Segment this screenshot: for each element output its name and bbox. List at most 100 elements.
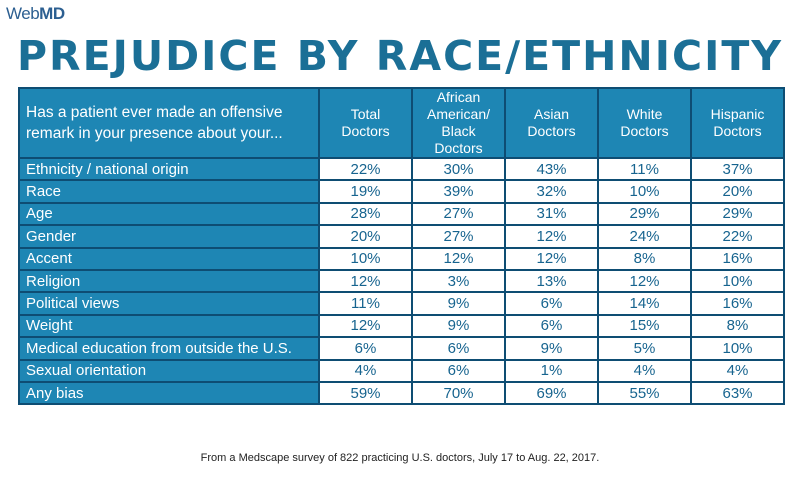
value-cell: 1%	[504, 358, 599, 383]
value-cell: 55%	[597, 380, 692, 406]
row-label: Sexual orientation	[18, 358, 320, 383]
row-label: Race	[18, 179, 320, 204]
webmd-logo: WebMD	[6, 4, 65, 24]
table-row: Religion 12% 3% 13% 12% 10%	[18, 268, 785, 294]
value-cell: 11%	[597, 156, 692, 182]
value-cell: 12%	[597, 268, 692, 294]
table-row: Age 28% 27% 31% 29% 29%	[18, 201, 785, 227]
table-row: Political views 11% 9% 6% 14% 16%	[18, 291, 785, 316]
footnote: From a Medscape survey of 822 practicing…	[200, 452, 600, 464]
column-header-line: Doctors	[713, 123, 762, 139]
row-label: Age	[18, 201, 320, 227]
column-header-line: Doctors	[434, 140, 483, 156]
value-cell: 6%	[504, 291, 599, 316]
value-cell: 8%	[690, 313, 785, 339]
value-cell: 16%	[690, 246, 785, 271]
value-cell: 22%	[318, 156, 413, 182]
table-row: Weight 12% 9% 6% 15% 8%	[18, 313, 785, 339]
column-header-line: African American/	[426, 89, 491, 122]
value-cell: 6%	[504, 313, 599, 339]
row-label: Any bias	[18, 380, 320, 406]
value-cell: 10%	[690, 268, 785, 294]
column-header-line: Hispanic	[710, 106, 765, 122]
row-label: Political views	[18, 291, 320, 316]
value-cell: 6%	[411, 336, 506, 361]
value-cell: 4%	[318, 358, 413, 383]
value-cell: 5%	[597, 336, 692, 361]
value-cell: 30%	[411, 156, 506, 182]
column-header-african-american: African American/ Black Doctors	[411, 87, 506, 159]
value-cell: 24%	[597, 224, 692, 249]
value-cell: 19%	[318, 179, 413, 204]
row-label: Accent	[18, 246, 320, 271]
value-cell: 10%	[318, 246, 413, 271]
value-cell: 31%	[504, 201, 599, 227]
column-header-hispanic: Hispanic Doctors	[690, 87, 785, 159]
value-cell: 43%	[504, 156, 599, 182]
page-title: PREJUDICE BY RACE/ETHNICITY	[16, 32, 784, 80]
table-row: Accent 10% 12% 12% 8% 16%	[18, 246, 785, 271]
value-cell: 63%	[690, 380, 785, 406]
table-row: Ethnicity / national origin 22% 30% 43% 11% 3…	[18, 156, 785, 182]
row-label: Gender	[18, 224, 320, 249]
value-cell: 11%	[318, 291, 413, 316]
table-body: Ethnicity / national origin 22% 30% 43% 11% 3…	[18, 156, 785, 406]
value-cell: 9%	[411, 313, 506, 339]
value-cell: 12%	[504, 224, 599, 249]
table-row: Race 19% 39% 32% 10% 20%	[18, 179, 785, 204]
value-cell: 27%	[411, 224, 506, 249]
value-cell: 3%	[411, 268, 506, 294]
column-header-line: Doctors	[527, 123, 576, 139]
value-cell: 9%	[411, 291, 506, 316]
value-cell: 16%	[690, 291, 785, 316]
value-cell: 22%	[690, 224, 785, 249]
header-row: Has a patient ever made an offensive rem…	[18, 87, 785, 159]
value-cell: 10%	[690, 336, 785, 361]
row-label: Ethnicity / national origin	[18, 156, 320, 182]
value-cell: 12%	[504, 246, 599, 271]
column-header-asian: Asian Doctors	[504, 87, 599, 159]
column-header-line: Doctors	[341, 123, 390, 139]
value-cell: 6%	[411, 358, 506, 383]
value-cell: 6%	[318, 336, 413, 361]
value-cell: 20%	[690, 179, 785, 204]
value-cell: 4%	[690, 358, 785, 383]
value-cell: 10%	[597, 179, 692, 204]
value-cell: 15%	[597, 313, 692, 339]
value-cell: 29%	[690, 201, 785, 227]
table-row: Medical education from outside the U.S. 6…	[18, 336, 785, 361]
table-row: Gender 20% 27% 12% 24% 22%	[18, 224, 785, 249]
value-cell: 37%	[690, 156, 785, 182]
value-cell: 29%	[597, 201, 692, 227]
row-label: Religion	[18, 268, 320, 294]
value-cell: 70%	[411, 380, 506, 406]
value-cell: 28%	[318, 201, 413, 227]
column-header-line: Asian	[533, 106, 570, 122]
value-cell: 12%	[318, 313, 413, 339]
logo-md: MD	[39, 4, 65, 23]
row-label: Weight	[18, 313, 320, 339]
data-table: Has a patient ever made an offensive rem…	[18, 87, 785, 406]
value-cell: 9%	[504, 336, 599, 361]
column-header-line: Doctors	[620, 123, 669, 139]
value-cell: 27%	[411, 201, 506, 227]
value-cell: 39%	[411, 179, 506, 204]
table-row: Any bias 59% 70% 69% 55% 63%	[18, 380, 785, 406]
column-header-white: White Doctors	[597, 87, 692, 159]
question-header: Has a patient ever made an offensive rem…	[18, 87, 320, 159]
column-header-total: Total Doctors	[318, 87, 413, 159]
value-cell: 8%	[597, 246, 692, 271]
value-cell: 14%	[597, 291, 692, 316]
logo-web: Web	[6, 4, 40, 23]
table-row: Sexual orientation 4% 6% 1% 4% 4%	[18, 358, 785, 383]
value-cell: 20%	[318, 224, 413, 249]
column-header-line: Total	[350, 106, 381, 122]
value-cell: 12%	[411, 246, 506, 271]
value-cell: 32%	[504, 179, 599, 204]
value-cell: 13%	[504, 268, 599, 294]
value-cell: 12%	[318, 268, 413, 294]
value-cell: 4%	[597, 358, 692, 383]
row-label: Medical education from outside the U.S.	[18, 336, 320, 361]
value-cell: 59%	[318, 380, 413, 406]
column-header-line: Black	[441, 123, 476, 139]
